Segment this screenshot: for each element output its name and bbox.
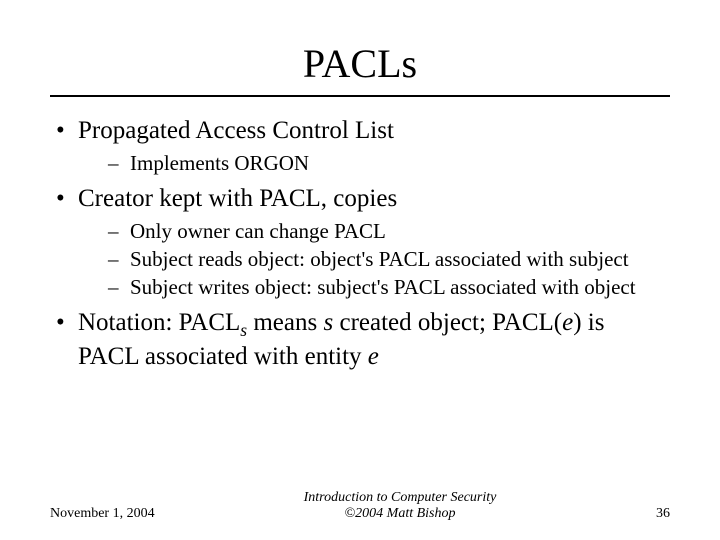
bullet-text: Notation: PACL	[78, 309, 240, 336]
bullet-item: Creator kept with PACL, copies Only owne…	[50, 183, 670, 301]
bullet-item: Propagated Access Control List Implement…	[50, 115, 670, 177]
slide-title: PACLs	[50, 40, 670, 87]
bullet-text: created object; PACL(	[333, 309, 562, 336]
sub-bullet-text: Subject reads object: object's PACL asso…	[130, 247, 629, 271]
footer-center: Introduction to Computer Security ©2004 …	[190, 490, 610, 522]
sub-bullet-item: Subject writes object: subject's PACL as…	[78, 274, 670, 300]
bullet-text: Propagated Access Control List	[78, 117, 394, 144]
sub-bullet-list: Only owner can change PACL Subject reads…	[78, 218, 670, 301]
sub-bullet-text: Implements ORGON	[130, 151, 309, 175]
footer: November 1, 2004 Introduction to Compute…	[50, 490, 670, 522]
slide: PACLs Propagated Access Control List Imp…	[0, 0, 720, 540]
italic-text: e	[562, 309, 573, 336]
footer-title: Introduction to Computer Security	[190, 490, 610, 506]
italic-text: e	[368, 343, 379, 370]
italic-text: s	[323, 309, 333, 336]
sub-bullet-text: Only owner can change PACL	[130, 219, 386, 243]
bullet-text: means	[247, 309, 323, 336]
footer-page-number: 36	[610, 506, 670, 522]
bullet-text: Creator kept with PACL, copies	[78, 185, 397, 212]
title-rule	[50, 95, 670, 97]
bullet-item: Notation: PACLs means s created object; …	[50, 307, 670, 373]
sub-bullet-list: Implements ORGON	[78, 150, 670, 176]
sub-bullet-item: Implements ORGON	[78, 150, 670, 176]
footer-date: November 1, 2004	[50, 506, 190, 522]
sub-bullet-text: Subject writes object: subject's PACL as…	[130, 275, 636, 299]
bullet-list: Propagated Access Control List Implement…	[50, 115, 670, 373]
sub-bullet-item: Only owner can change PACL	[78, 218, 670, 244]
sub-bullet-item: Subject reads object: object's PACL asso…	[78, 246, 670, 272]
footer-copyright: ©2004 Matt Bishop	[190, 506, 610, 522]
